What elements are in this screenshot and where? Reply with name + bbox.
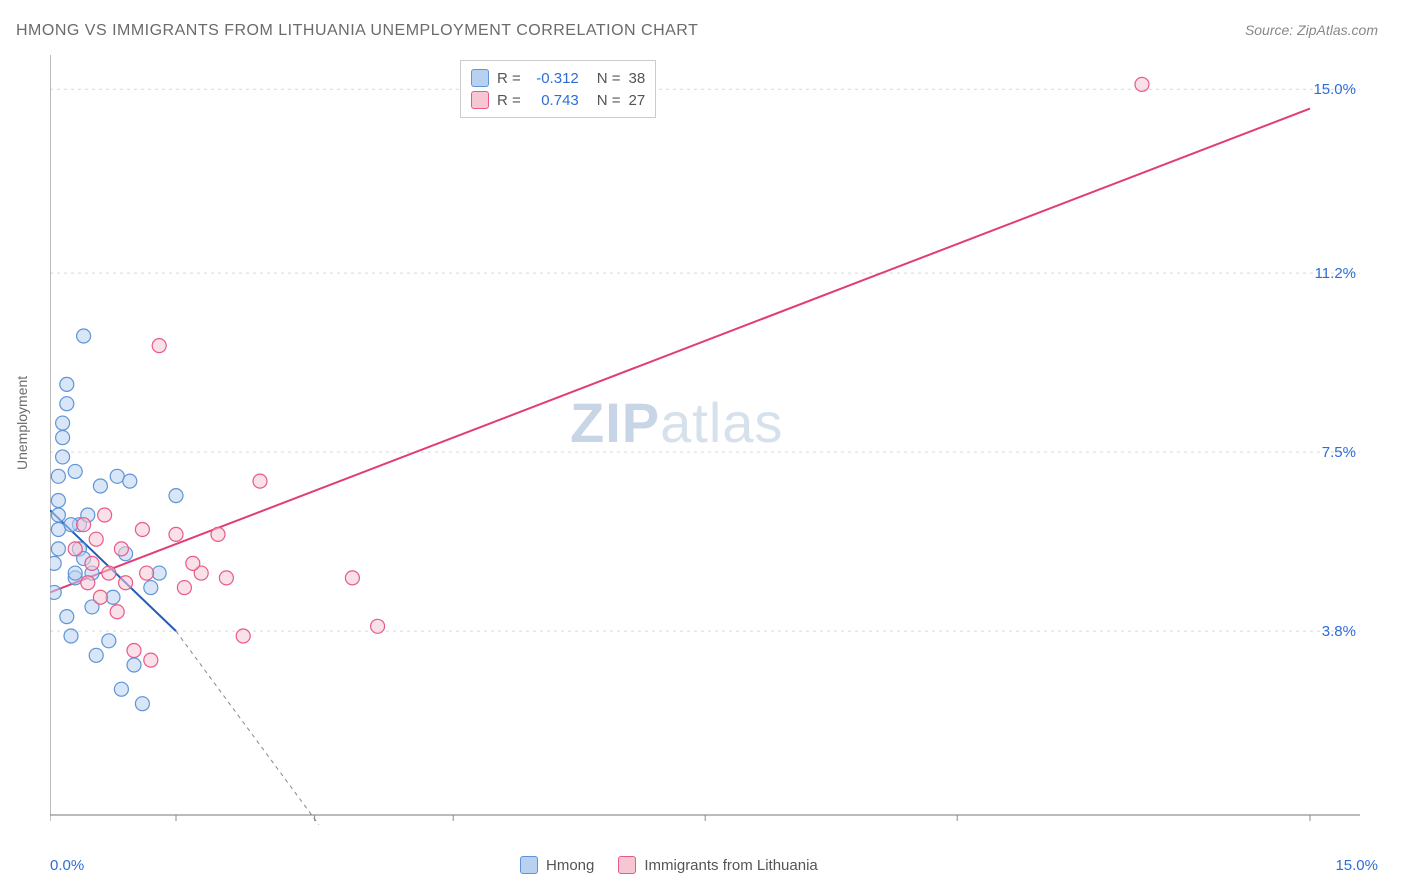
svg-text:3.8%: 3.8%: [1322, 623, 1356, 640]
swatch-hmong: [471, 69, 489, 87]
legend-item-lithuania: Immigrants from Lithuania: [618, 856, 817, 874]
y-axis-label: Unemployment: [14, 376, 30, 470]
r-value-hmong: -0.312: [529, 70, 579, 87]
source-label: Source: ZipAtlas.com: [1245, 22, 1378, 38]
r-value-lithuania: 0.743: [529, 92, 579, 109]
watermark-atlas: atlas: [660, 391, 783, 454]
watermark-zip: ZIP: [570, 391, 660, 454]
svg-text:7.5%: 7.5%: [1322, 444, 1356, 461]
swatch-lithuania: [471, 91, 489, 109]
swatch-lithuania: [618, 856, 636, 874]
n-value-hmong: 38: [629, 70, 646, 87]
series-label-lithuania: Immigrants from Lithuania: [644, 857, 817, 874]
x-axis-min: 0.0%: [50, 857, 84, 874]
r-label: R =: [497, 92, 521, 109]
swatch-hmong: [520, 856, 538, 874]
svg-text:11.2%: 11.2%: [1315, 265, 1356, 282]
legend-row-lithuania: R = 0.743 N = 27: [471, 89, 645, 111]
legend-series: Hmong Immigrants from Lithuania: [520, 856, 818, 874]
legend-item-hmong: Hmong: [520, 856, 594, 874]
series-label-hmong: Hmong: [546, 857, 594, 874]
r-label: R =: [497, 70, 521, 87]
n-label: N =: [597, 92, 621, 109]
legend-row-hmong: R = -0.312 N = 38: [471, 67, 645, 89]
chart-title: HMONG VS IMMIGRANTS FROM LITHUANIA UNEMP…: [16, 22, 698, 40]
x-axis-max: 15.0%: [1335, 857, 1378, 874]
n-value-lithuania: 27: [629, 92, 646, 109]
n-label: N =: [597, 70, 621, 87]
watermark: ZIPatlas: [570, 390, 783, 455]
svg-text:15.0%: 15.0%: [1313, 81, 1356, 98]
legend-correlation: R = -0.312 N = 38 R = 0.743 N = 27: [460, 60, 656, 118]
